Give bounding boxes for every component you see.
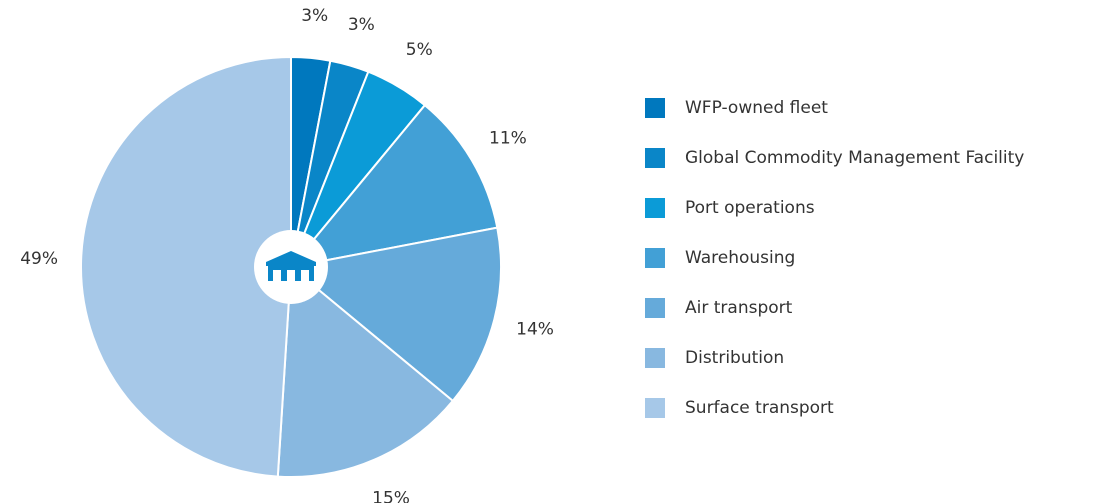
data-label: 14% [516,320,554,340]
legend-label: Surface transport [685,398,834,418]
legend-label: Distribution [685,348,784,368]
data-label: 11% [489,129,527,149]
legend-label: Port operations [685,198,815,218]
pie-slice [288,103,499,269]
legend-swatch [645,348,665,368]
legend-swatch [645,98,665,118]
pie-slice [80,55,292,478]
data-label: 15% [372,488,410,503]
legend-swatch [645,398,665,418]
data-label: 49% [20,249,58,269]
pie-slice [276,264,455,478]
legend-label: Global Commodity Management Facility [685,148,1024,168]
data-label: 3% [348,15,375,35]
legend-swatch [645,298,665,318]
legend-label: Warehousing [685,248,795,268]
data-label: 5% [406,40,433,60]
legend-swatch [645,198,665,218]
data-label: 3% [301,6,328,26]
pie-slice [288,226,502,403]
legend-label: Air transport [685,298,793,318]
pie [80,55,502,478]
legend-swatch [645,148,665,168]
warehouse-doors [273,270,309,281]
legend-label: WFP-owned fleet [685,98,828,118]
legend-swatch [645,248,665,268]
center-icon [254,230,328,304]
